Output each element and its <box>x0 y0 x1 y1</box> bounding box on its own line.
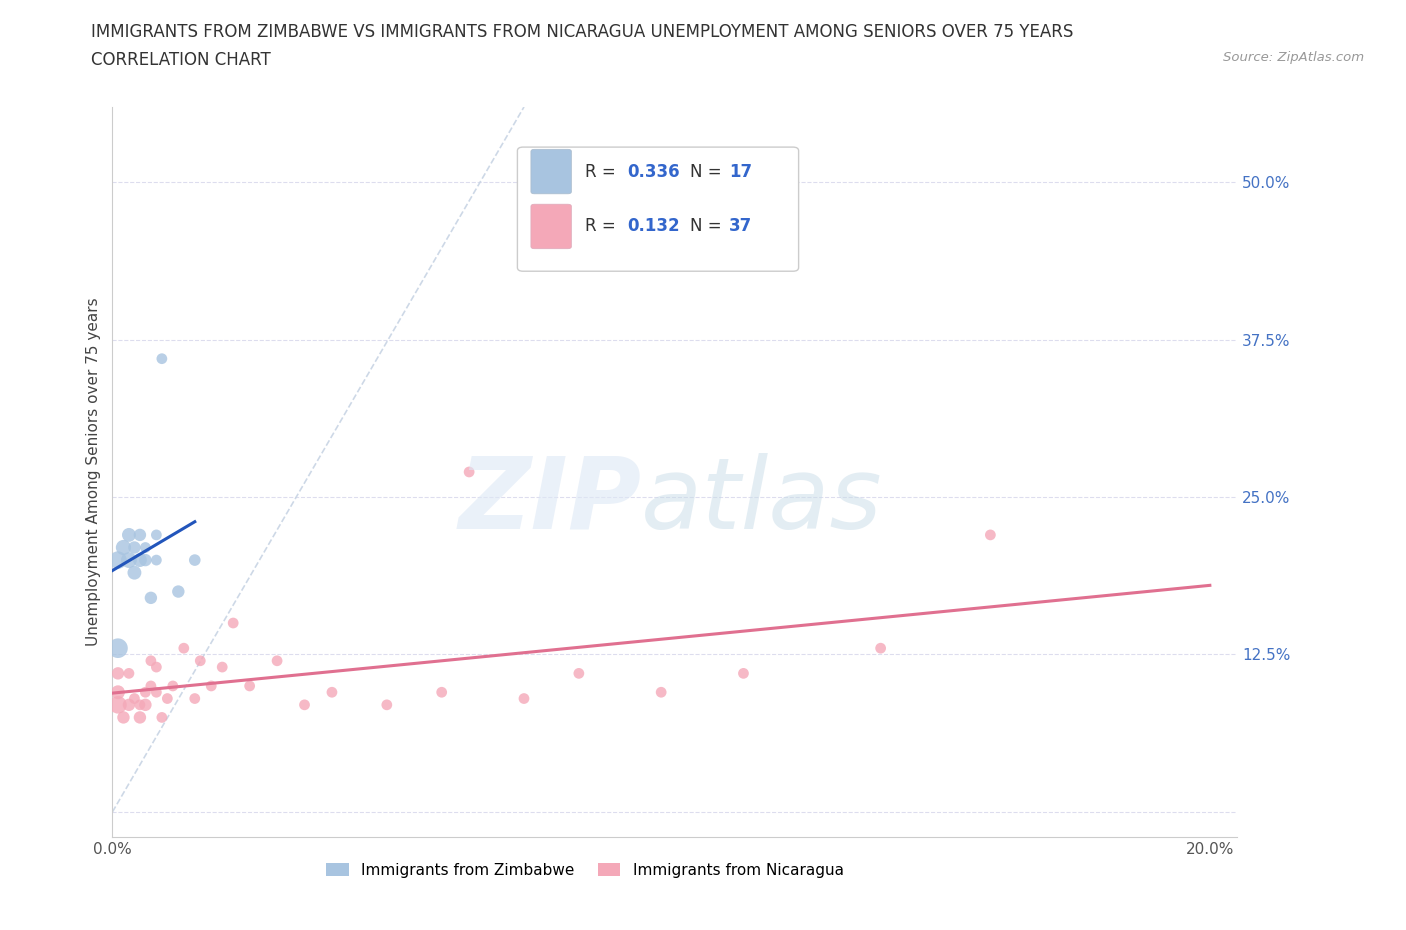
Text: R =: R = <box>585 218 621 235</box>
Point <box>112 540 135 555</box>
Point <box>979 527 1001 542</box>
Point <box>118 527 141 542</box>
Text: atlas: atlas <box>641 453 883 550</box>
Text: 37: 37 <box>728 218 752 235</box>
Point <box>124 691 146 706</box>
FancyBboxPatch shape <box>517 147 799 272</box>
Point <box>118 552 141 567</box>
Point <box>239 679 262 694</box>
Point <box>375 698 398 712</box>
Point <box>134 684 156 699</box>
Point <box>145 527 167 542</box>
Point <box>129 527 152 542</box>
Point <box>430 684 453 699</box>
Point <box>162 679 184 694</box>
Text: N =: N = <box>689 218 727 235</box>
Point <box>150 352 173 366</box>
Text: 0.132: 0.132 <box>627 218 681 235</box>
Point <box>294 698 316 712</box>
Text: Source: ZipAtlas.com: Source: ZipAtlas.com <box>1223 51 1364 64</box>
Point <box>134 552 156 567</box>
Point <box>145 684 167 699</box>
Point <box>321 684 343 699</box>
Point <box>129 698 152 712</box>
Point <box>107 684 129 699</box>
Text: IMMIGRANTS FROM ZIMBABWE VS IMMIGRANTS FROM NICARAGUA UNEMPLOYMENT AMONG SENIORS: IMMIGRANTS FROM ZIMBABWE VS IMMIGRANTS F… <box>91 23 1074 41</box>
Point <box>167 584 190 599</box>
Point <box>184 691 207 706</box>
Point <box>124 540 146 555</box>
Point <box>173 641 195 656</box>
Point <box>118 698 141 712</box>
Legend: Immigrants from Zimbabwe, Immigrants from Nicaragua: Immigrants from Zimbabwe, Immigrants fro… <box>321 857 849 884</box>
Point <box>200 679 222 694</box>
Point <box>150 710 173 724</box>
Point <box>156 691 179 706</box>
Point <box>118 666 141 681</box>
Point <box>184 552 207 567</box>
Point <box>129 552 152 567</box>
Text: 17: 17 <box>728 163 752 180</box>
Point <box>129 710 152 724</box>
Point <box>139 679 162 694</box>
Point <box>211 659 233 674</box>
Point <box>458 465 481 480</box>
Point <box>112 710 135 724</box>
Point <box>513 691 536 706</box>
Point <box>107 698 129 712</box>
Point <box>568 666 591 681</box>
Point <box>222 616 245 631</box>
Text: CORRELATION CHART: CORRELATION CHART <box>91 51 271 69</box>
FancyBboxPatch shape <box>531 205 571 248</box>
Point <box>733 666 755 681</box>
Point <box>107 641 129 656</box>
Point <box>188 654 211 669</box>
Point <box>107 552 129 567</box>
Point <box>145 659 167 674</box>
Point <box>266 654 288 669</box>
FancyBboxPatch shape <box>531 150 571 193</box>
Point <box>107 666 129 681</box>
Point <box>869 641 891 656</box>
Text: 0.336: 0.336 <box>627 163 681 180</box>
Point <box>650 684 672 699</box>
Text: ZIP: ZIP <box>458 453 641 550</box>
Point <box>145 552 167 567</box>
Point <box>139 591 162 605</box>
Point <box>134 698 156 712</box>
Y-axis label: Unemployment Among Seniors over 75 years: Unemployment Among Seniors over 75 years <box>86 298 101 646</box>
Point <box>134 540 156 555</box>
Text: R =: R = <box>585 163 621 180</box>
Point <box>139 654 162 669</box>
Text: N =: N = <box>689 163 727 180</box>
Point <box>124 565 146 580</box>
